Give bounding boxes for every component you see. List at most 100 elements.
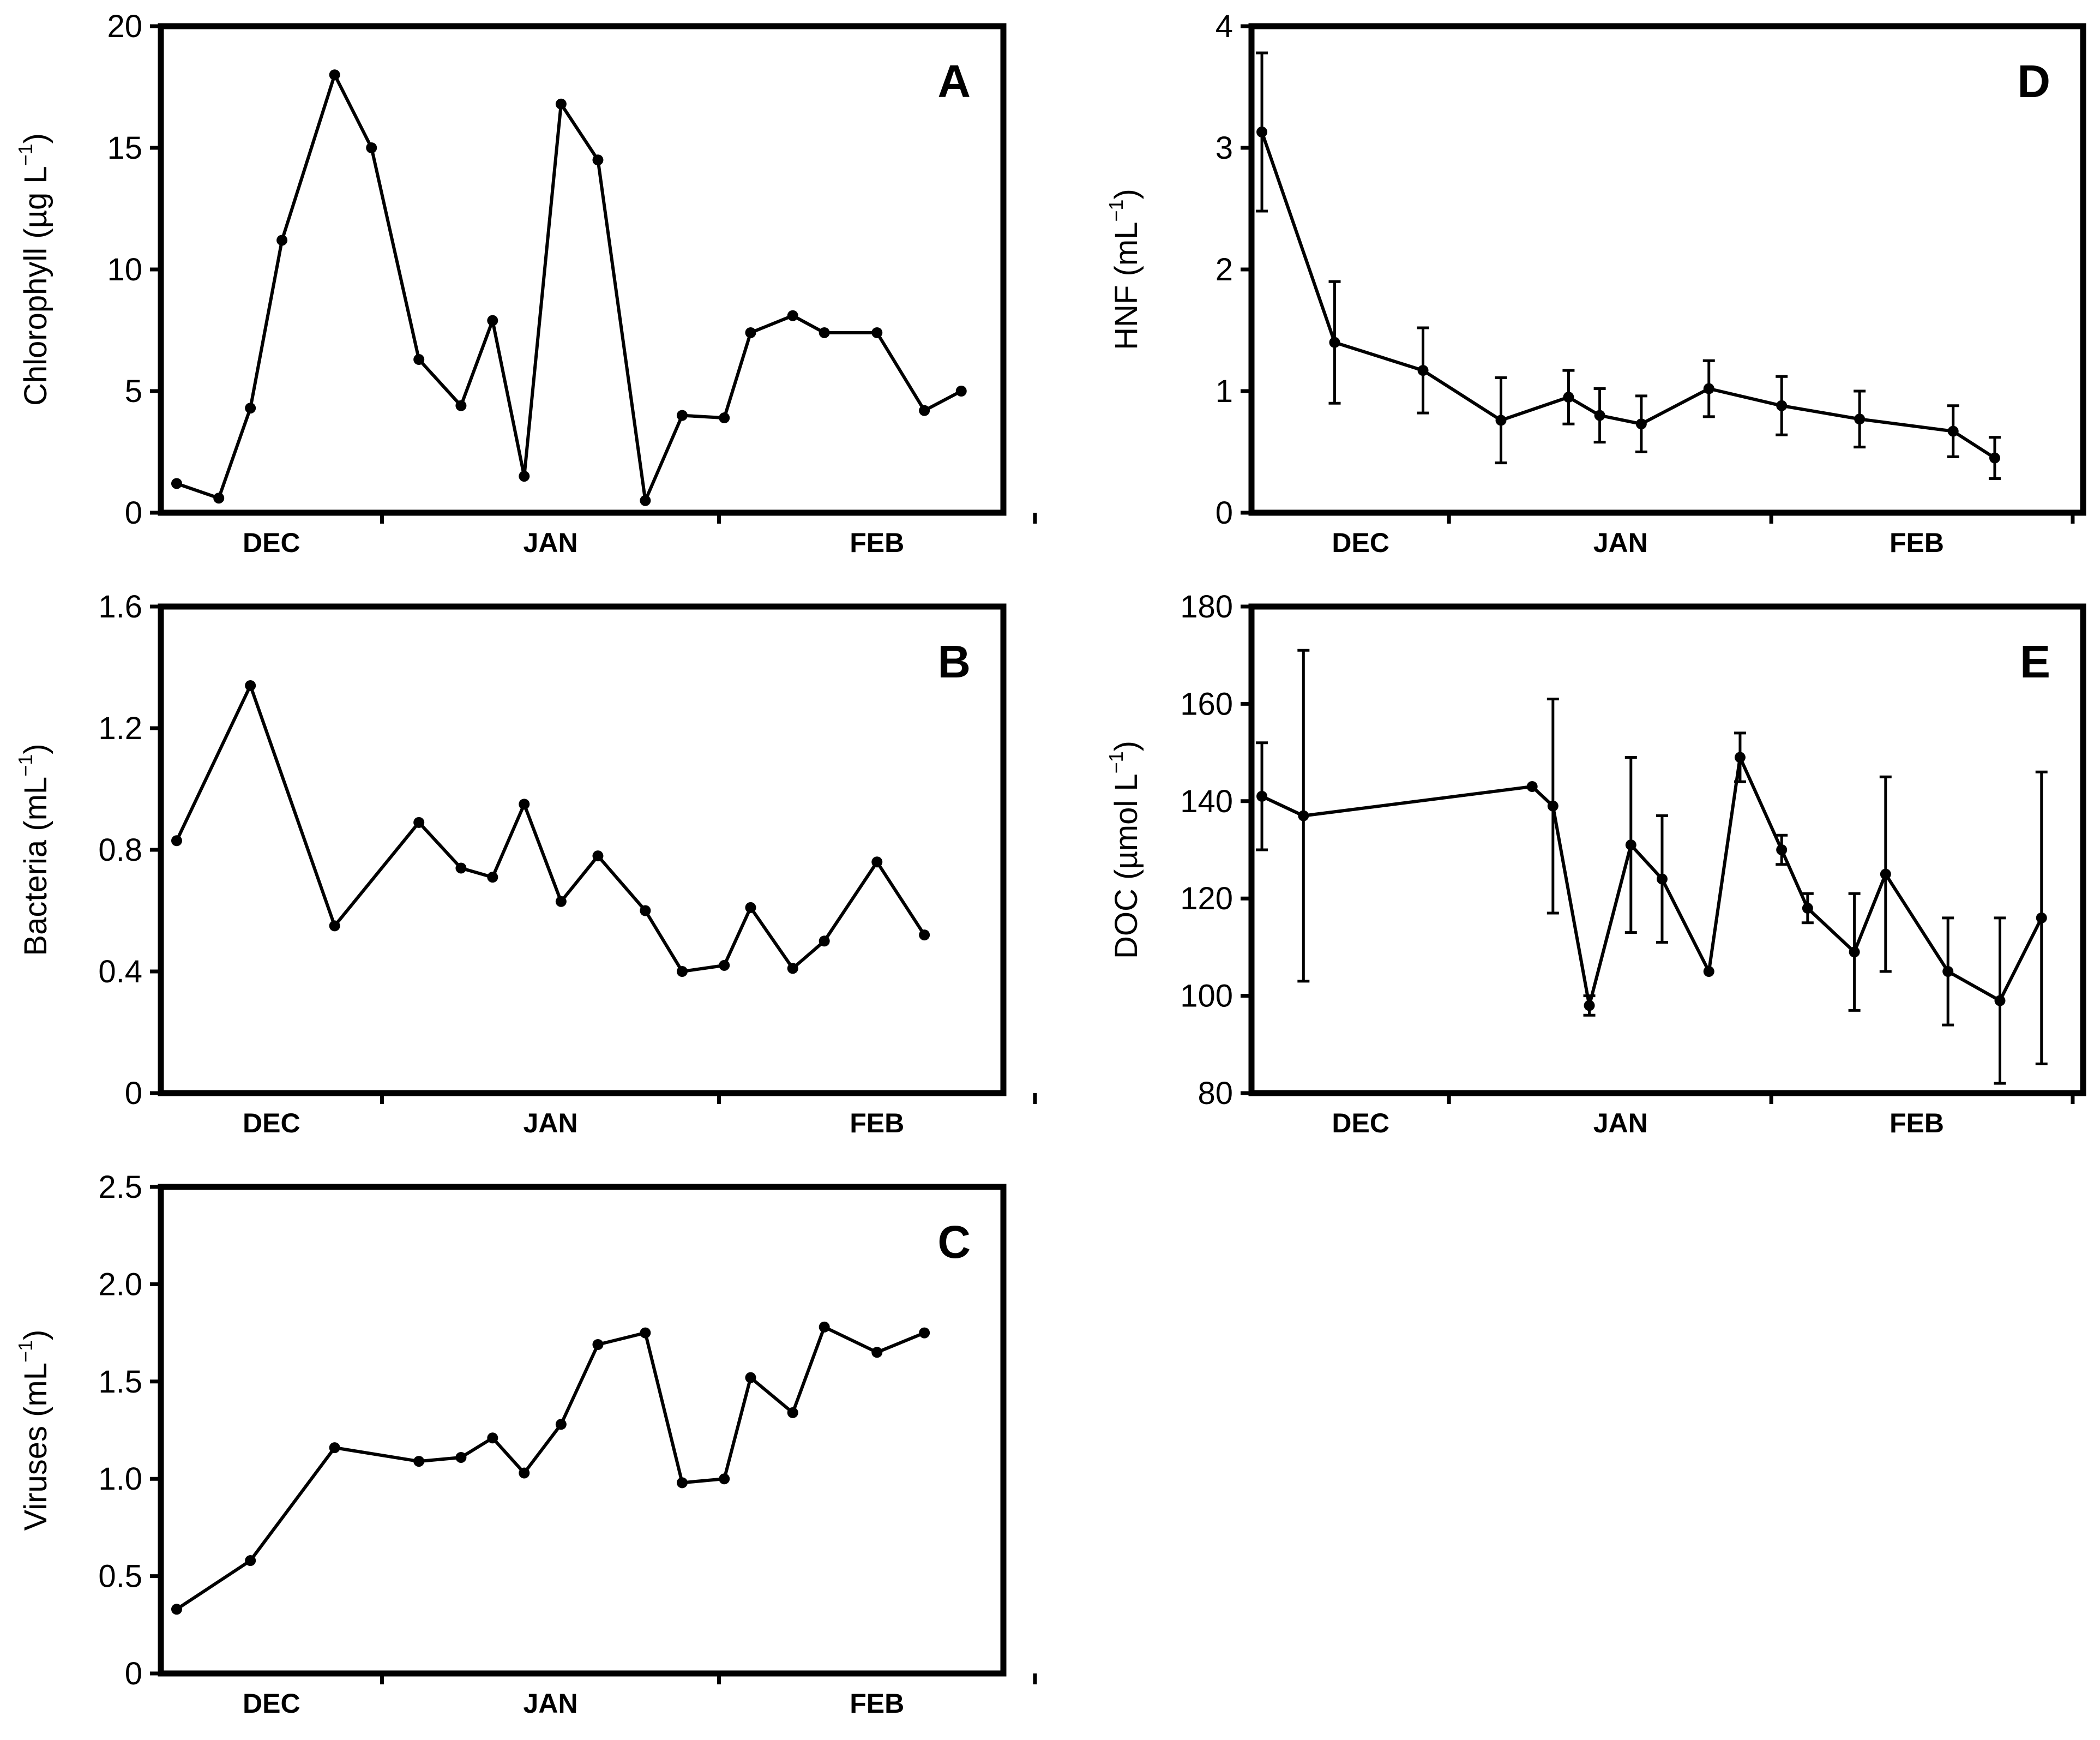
data-point	[245, 1555, 256, 1567]
series-line	[175, 683, 926, 973]
panel-label: E	[2020, 636, 2050, 687]
month-label: FEB	[850, 1688, 904, 1719]
month-label: FEB	[850, 1108, 904, 1138]
y-tick-label: 2	[1216, 252, 1233, 287]
data-point	[455, 862, 467, 874]
data-point	[1495, 415, 1507, 426]
y-axis-label-close: )	[1109, 741, 1144, 751]
y-tick-label: 120	[1180, 881, 1233, 916]
panel-d: 0 1 2 3 4 DEC JAN FEB D HNF (mL−1)	[1105, 9, 2086, 558]
y-tick-label: 10	[107, 252, 142, 287]
data-point	[276, 235, 288, 246]
month-label: JAN	[1593, 527, 1648, 558]
data-point	[819, 1321, 830, 1333]
month-label: DEC	[1332, 527, 1389, 558]
data-point	[413, 817, 425, 828]
y-tick-label: 2.5	[98, 1169, 142, 1205]
panel-label: D	[2017, 56, 2050, 107]
month-label: DEC	[243, 1688, 300, 1719]
y-tick-label: 1.2	[98, 711, 142, 746]
data-point	[329, 1442, 340, 1454]
data-point	[413, 1456, 425, 1467]
data-point	[1849, 946, 1860, 958]
data-point	[1256, 127, 1268, 138]
y-axis-label-close: )	[18, 133, 53, 143]
y-tick-label: 80	[1198, 1076, 1233, 1111]
data-point	[1563, 392, 1574, 403]
y-tick-label: 0	[125, 495, 142, 531]
series-line	[176, 73, 962, 502]
y-tick-label: 1.5	[98, 1364, 142, 1400]
month-label: FEB	[1890, 1108, 1944, 1138]
y-axis-label-main: Chlorophyll (µg L	[18, 166, 53, 406]
data-point	[745, 1372, 756, 1383]
series-line	[1261, 755, 2043, 1007]
y-tick-label: 140	[1180, 784, 1233, 819]
data-point	[487, 1432, 498, 1444]
y-tick-label: 20	[107, 9, 142, 44]
data-point	[719, 1473, 730, 1485]
month-label: DEC	[1332, 1108, 1389, 1138]
data-point	[676, 410, 688, 421]
panel-label: B	[937, 636, 971, 687]
data-point	[1776, 400, 1788, 411]
y-axis-label-sup: −1	[1105, 200, 1127, 222]
panel-c: 0 0.5 1.0 1.5 2.0 2.5 DEC JAN FEB C Viruses (mL−1)	[14, 1169, 1037, 1719]
y-tick-label: 100	[1180, 979, 1233, 1014]
data-point	[245, 680, 256, 691]
data-point	[745, 327, 756, 338]
data-point	[1802, 903, 1813, 914]
data-point	[787, 310, 798, 321]
data-point	[592, 1339, 604, 1351]
data-point	[555, 98, 567, 110]
data-point	[819, 935, 830, 947]
month-label: JAN	[1593, 1108, 1648, 1138]
y-tick-label: 160	[1180, 686, 1233, 722]
data-point	[919, 405, 930, 416]
data-point	[719, 412, 730, 424]
y-tick-label: 1.6	[98, 589, 142, 625]
data-point	[919, 1327, 930, 1339]
y-tick-label: 4	[1216, 9, 1233, 44]
y-tick-label: 0	[125, 1076, 142, 1111]
y-tick-label: 180	[1180, 589, 1233, 625]
y-axis-label: Bacteria (mL−1)	[14, 743, 53, 956]
data-point	[1526, 781, 1538, 793]
y-tick-label: 0	[125, 1656, 142, 1691]
data-point	[1547, 800, 1559, 812]
data-point	[1703, 966, 1714, 977]
data-point	[366, 142, 377, 153]
panel-b: 0 0.4 0.8 1.2 1.6 DEC JAN FEB B Bacteria (mL−1)	[14, 589, 1037, 1138]
plot-frame	[1248, 23, 2086, 516]
data-point	[871, 856, 883, 868]
data-point	[1256, 790, 1268, 802]
y-axis-label: DOC (µmol L−1)	[1105, 741, 1144, 959]
y-tick-label: 2.0	[98, 1267, 142, 1302]
y-tick-label: 15	[107, 130, 142, 166]
data-point	[487, 315, 498, 326]
data-point	[592, 850, 604, 862]
plot-frame	[158, 603, 1007, 1096]
data-point	[1625, 839, 1636, 851]
month-label: DEC	[243, 527, 300, 558]
data-point	[1947, 425, 1959, 437]
month-label: JAN	[524, 1688, 578, 1719]
data-point	[640, 495, 651, 506]
data-point	[955, 386, 967, 397]
y-axis-label-main: HNF (mL	[1109, 222, 1144, 350]
data-point	[787, 963, 798, 974]
panel-label: C	[937, 1216, 971, 1268]
data-point	[871, 327, 883, 338]
data-point	[329, 69, 340, 81]
month-label: DEC	[243, 1108, 300, 1138]
y-axis-label-main: Viruses (mL	[18, 1363, 53, 1531]
month-label: JAN	[524, 527, 578, 558]
y-axis-label: HNF (mL−1)	[1105, 189, 1144, 350]
data-point	[329, 920, 340, 932]
y-axis-label-main: Bacteria (mL	[18, 777, 53, 956]
y-axis-label-sup: −1	[14, 143, 37, 166]
y-tick-label: 5	[125, 374, 142, 409]
data-point	[413, 354, 425, 365]
month-label: JAN	[524, 1108, 578, 1138]
y-axis-label-sup: −1	[14, 1340, 37, 1363]
